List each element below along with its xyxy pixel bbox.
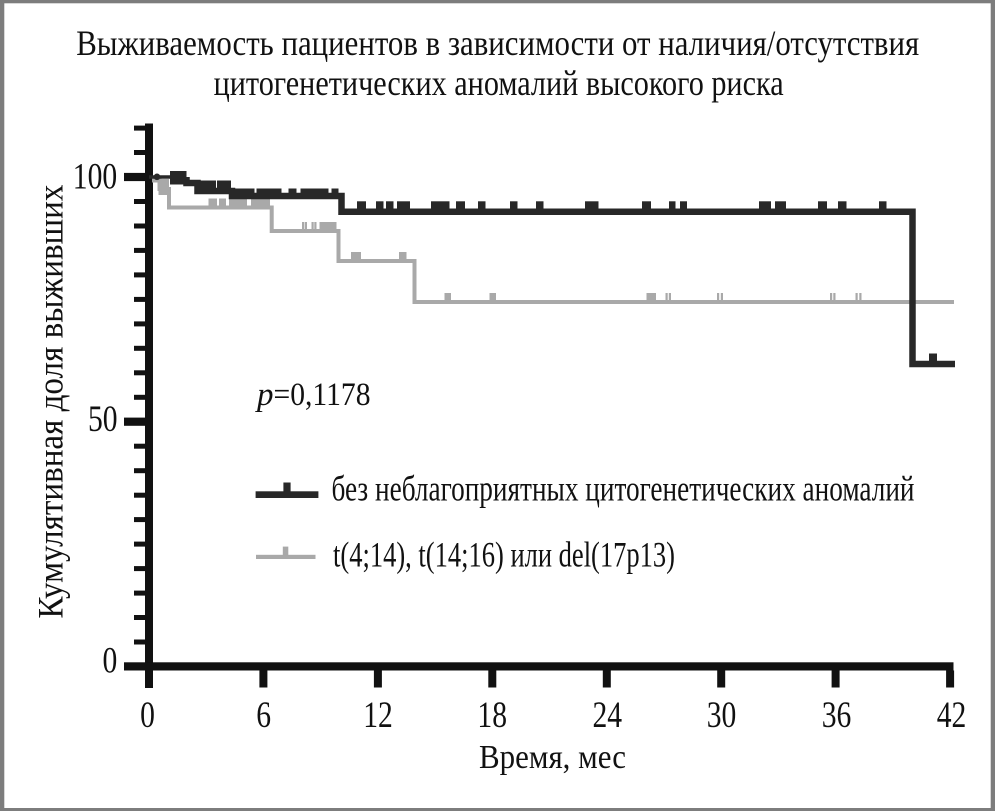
svg-text:30: 30 (707, 695, 737, 736)
svg-text:без неблагоприятных цитогенети: без неблагоприятных цитогенетических ано… (332, 469, 915, 509)
svg-text:42: 42 (937, 695, 967, 736)
svg-text:6: 6 (256, 695, 271, 736)
svg-text:50: 50 (88, 399, 118, 440)
svg-text:12: 12 (363, 695, 393, 736)
svg-text:t(4;14), t(14;16) или del(17p1: t(4;14), t(14;16) или del(17p13) (333, 534, 675, 574)
svg-text:Выживаемость пациентов в завис: Выживаемость пациентов в зависимости от … (76, 23, 919, 63)
svg-text:=0,1178: =0,1178 (274, 377, 371, 413)
svg-text:цитогенетических аномалий высо: цитогенетических аномалий высокого риска (214, 63, 784, 103)
svg-text:Время, мес: Время, мес (479, 739, 626, 776)
svg-text:18: 18 (477, 695, 507, 736)
svg-text:p: p (255, 377, 274, 413)
svg-text:100: 100 (73, 157, 117, 198)
svg-text:Кумулятивная доля выживших: Кумулятивная доля выживших (31, 185, 71, 619)
svg-text:24: 24 (593, 695, 623, 736)
svg-text:0: 0 (103, 640, 118, 681)
svg-text:0: 0 (140, 695, 155, 736)
svg-text:36: 36 (822, 695, 852, 736)
